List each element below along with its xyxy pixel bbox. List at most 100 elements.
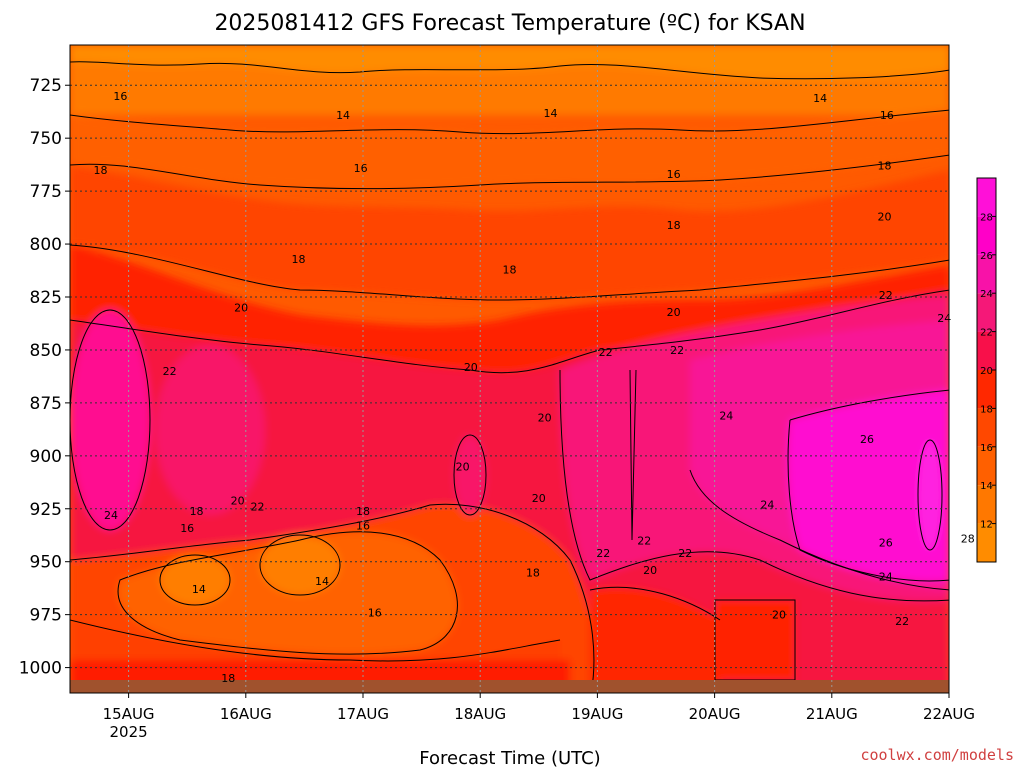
contour-lines: [70, 61, 949, 693]
colorbar-segment: [977, 370, 996, 409]
y-tick-label: 1000: [19, 659, 62, 679]
colorbar-segment: [977, 216, 996, 255]
y-tick-label: 800: [30, 235, 62, 255]
y-axis: 725 750 775 800 825 850 875 900 925 950 975 1000: [19, 76, 70, 679]
x-tick-label: 20AUG: [689, 705, 741, 723]
contour-label: 18: [667, 219, 681, 232]
colorbar-tick-label: 26: [980, 251, 993, 262]
contour-label: 20: [878, 211, 892, 224]
contour-label: 18: [93, 164, 107, 177]
colorbar-segment: [977, 446, 996, 486]
contour-label: 26: [879, 537, 893, 550]
y-tick-label: 875: [30, 394, 62, 414]
y-tick-label: 925: [30, 500, 62, 520]
plot-frame: [69, 44, 950, 694]
site-credit: coolwx.com/models: [860, 746, 1014, 764]
contour-label: 16: [356, 520, 370, 533]
contour-label: 16: [368, 607, 382, 620]
colorbar-segment: [977, 485, 996, 524]
contour-label: 20: [667, 306, 681, 319]
contour-label: 24: [879, 571, 893, 584]
plot-area: [70, 45, 949, 693]
contour-label: 20: [538, 412, 552, 425]
colorbar-tick-label: 16: [980, 443, 993, 454]
contour-labels: 16 14 14 14 16 18 16 16 18 18 18 18 20 20 20 22 24 22 20 22…: [93, 90, 974, 685]
y-tick-label: 725: [30, 76, 62, 96]
x-tick-label: 17AUG: [337, 705, 389, 723]
colorbar-tick-label: 14: [980, 481, 993, 492]
contour-label: 24: [937, 312, 951, 325]
contour-label: 16: [880, 109, 894, 122]
colorbar-segment: [977, 254, 996, 294]
contour-label: 24: [104, 509, 118, 522]
x-tick-label: 15AUG: [103, 705, 155, 723]
x-tick-label: 22AUG: [923, 705, 975, 723]
chart-title: 2025081412 GFS Forecast Temperature (ºC)…: [214, 11, 805, 36]
contour-label: 24: [719, 410, 733, 423]
contour-label: 26: [860, 433, 874, 446]
y-tick-label: 975: [30, 606, 62, 626]
colorbar-segment: [977, 408, 996, 447]
y-tick-label: 850: [30, 341, 62, 361]
x-axis-label: Forecast Time (UTC): [419, 748, 600, 768]
contour-label: 16: [113, 90, 127, 103]
y-tick-label: 750: [30, 129, 62, 149]
contour-label: 18: [503, 263, 517, 276]
x-tick-label: 19AUG: [571, 705, 623, 723]
y-tick-label: 825: [30, 288, 62, 308]
contour-label: 24: [760, 499, 774, 512]
contour-label: 22: [670, 344, 684, 357]
contour-label: 16: [354, 162, 368, 175]
colorbar-tick-label: 20: [980, 366, 993, 377]
contour-label: 14: [544, 107, 558, 120]
colorbar-tick-label: 12: [980, 520, 993, 531]
colorbar-tick-label: 22: [980, 328, 993, 339]
contour-label: 22: [895, 615, 909, 628]
contour-label: 16: [180, 522, 194, 535]
x-tick-label: 18AUG: [454, 705, 506, 723]
contour-label: 28: [961, 532, 975, 545]
temperature-field: [70, 45, 949, 693]
contour-label: 22: [637, 535, 651, 548]
colorbar: 12 14 16 18 20 22 24 26 28: [976, 177, 997, 563]
contour-label: 20: [234, 302, 248, 315]
contour-label: 20: [772, 609, 786, 622]
colorbar-segment: [977, 331, 996, 370]
colorbar-segment: [977, 293, 996, 332]
y-tick-label: 775: [30, 182, 62, 202]
contour-label: 22: [599, 346, 613, 359]
contour-label: 22: [596, 547, 610, 560]
y-tick-label: 900: [30, 447, 62, 467]
terrain-surface: [70, 680, 949, 693]
contour-label: 22: [879, 289, 893, 302]
contour-label: 16: [667, 168, 681, 181]
contour-label: 20: [643, 564, 657, 577]
contour-label: 18: [221, 672, 235, 685]
contour-label: 14: [315, 575, 329, 588]
colorbar-tick-label: 28: [980, 212, 993, 223]
x-year-label: 2025: [110, 723, 148, 741]
grid-lines: [70, 45, 949, 693]
contour-label: 14: [813, 92, 827, 105]
contour-label: 20: [231, 494, 245, 507]
contour-label: 22: [163, 365, 177, 378]
contour-label: 18: [356, 505, 370, 518]
x-tick-label: 21AUG: [806, 705, 858, 723]
colorbar-tick-label: 18: [980, 404, 993, 415]
contour-label: 20: [464, 361, 478, 374]
contour-label: 14: [336, 109, 350, 122]
contour-label: 18: [292, 253, 306, 266]
contour-label: 20: [532, 492, 546, 505]
contour-label: 18: [878, 160, 892, 173]
contour-label: 22: [678, 547, 692, 560]
y-tick-label: 950: [30, 553, 62, 573]
x-tick-label: 16AUG: [220, 705, 272, 723]
contour-label: 20: [456, 460, 470, 473]
contour-label: 18: [190, 505, 204, 518]
contour-label: 22: [251, 501, 265, 514]
x-axis: 15AUG 16AUG 17AUG 18AUG 19AUG 20AUG 21AUG 22AUG…: [103, 693, 975, 741]
colorbar-segment: [977, 523, 996, 562]
contour-label: 14: [192, 583, 206, 596]
colorbar-tick-label: 24: [980, 289, 993, 300]
